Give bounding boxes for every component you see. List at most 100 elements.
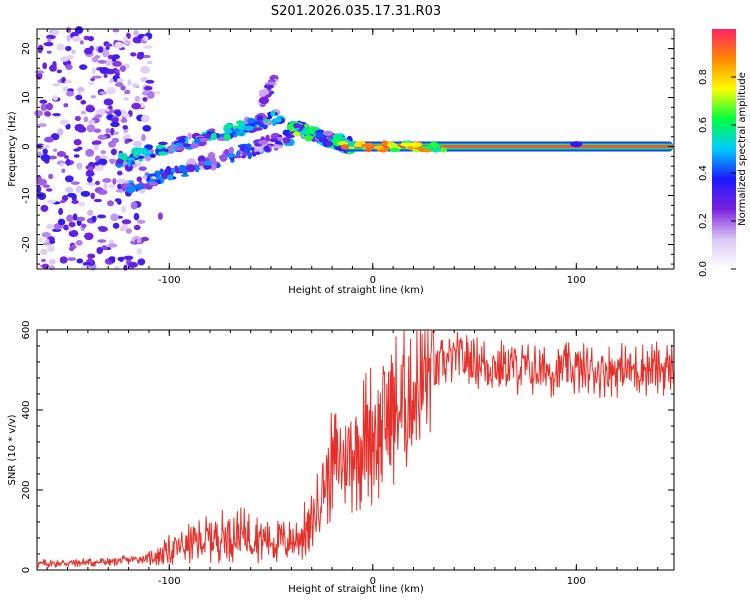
spectrogram-noise-cell: [80, 190, 91, 197]
spectrogram-noise-cell: [49, 239, 56, 245]
spectrogram-noise-cell: [94, 180, 101, 186]
spectrogram-noise-cell: [132, 140, 143, 147]
spectrogram-branch-cell: [232, 155, 242, 159]
spectrogram-branch-cell: [232, 132, 238, 138]
spectrogram-noise-cell: [102, 178, 112, 183]
spectrogram-noise-cell: [112, 177, 117, 185]
spectrogram-noise-cell: [66, 27, 72, 34]
spectrogram-noise-cell: [74, 123, 85, 131]
spectrogram-noise-cell: [94, 114, 103, 118]
spectrogram-branch-cell: [167, 174, 174, 181]
spectrogram-noise-cell: [117, 170, 123, 176]
spectrogram-branch-cell: [269, 138, 279, 143]
spectrogram-noise-cell: [100, 149, 107, 155]
spectrogram-noise-cell: [117, 183, 123, 190]
spectrogram-branch-cell: [170, 167, 176, 174]
spectrogram-ytick-label: -10: [21, 187, 32, 203]
spectrogram-cells: [34, 26, 673, 271]
spectrogram-noise-cell: [128, 261, 139, 268]
spectrogram-noise-cell: [93, 128, 102, 133]
spectrogram-xtick-label: 100: [567, 275, 586, 286]
spectrogram-noise-cell: [36, 174, 42, 182]
spectrogram-noise-cell: [66, 214, 74, 223]
spectrogram-noise-cell: [59, 119, 70, 126]
spectrogram-noise-cell: [134, 95, 141, 103]
spectrogram-noise-cell: [80, 99, 87, 105]
colorbar-gradient: [712, 29, 736, 269]
spectrogram-noise-cell: [99, 66, 110, 75]
spectrogram-noise-cell: [146, 60, 153, 65]
spectrogram-branch-cell: [255, 121, 262, 125]
spectrogram-noise-cell: [37, 49, 43, 54]
spectrogram-noise-cell: [157, 212, 163, 221]
snr-frame: [36, 329, 675, 571]
spectrogram-noise-cell: [116, 178, 126, 184]
spectrogram-noise-cell: [104, 43, 113, 47]
spectrogram-noise-cell: [61, 195, 69, 202]
spectrogram-noise-cell: [98, 158, 108, 165]
spectrogram-noise-cell: [101, 245, 108, 251]
spectrogram-branch-cell: [241, 154, 246, 159]
snr-ytick-label: 0: [21, 567, 32, 573]
chart-title: S201.2026.035.17.31.R03: [271, 4, 441, 19]
spectrogram-noise-cell: [91, 56, 99, 63]
spectrogram-branch-cell: [318, 137, 329, 143]
spectrogram-noise-cell: [140, 114, 150, 123]
spectrogram-noise-cell: [90, 77, 96, 82]
spectrogram-noise-cell: [70, 181, 80, 185]
spectrogram-noise-cell: [96, 247, 103, 254]
spectrogram-line-blob: [429, 141, 439, 148]
spectrogram-branch-cell: [305, 129, 316, 135]
spectrogram-noise-cell: [75, 185, 83, 194]
spectrogram-branch-cell: [323, 130, 334, 136]
spectrogram-noise-cell: [120, 118, 128, 124]
spectrogram-noise-cell: [115, 71, 120, 77]
spectrogram-branch-cell: [178, 164, 187, 171]
spectrogram-noise-cell: [76, 258, 84, 264]
spectrogram-line-blob: [424, 145, 433, 150]
spectrogram-branch-cell: [180, 173, 190, 177]
spectrogram-noise-cell: [136, 247, 143, 256]
spectrogram-noise-cell: [52, 113, 61, 117]
spectrogram-noise-cell: [57, 218, 66, 226]
spectrogram-noise-cell: [80, 110, 86, 115]
spectrogram-branch-cell: [304, 134, 313, 142]
spectrogram-noise-cell: [65, 123, 71, 130]
spectrogram-noise-cell: [42, 62, 48, 70]
spectrogram-noise-cell: [35, 70, 45, 74]
spectrogram-xtick-label: 0: [370, 275, 376, 286]
spectrogram-branch-cell: [276, 136, 284, 141]
spectrogram-noise-cell: [88, 81, 94, 86]
spectrogram-branch-cell: [203, 160, 212, 166]
spectrogram-noise-cell: [146, 90, 155, 99]
spectrogram-noise-cell: [46, 50, 52, 54]
spectrogram-noise-cell: [94, 143, 99, 151]
spectrogram-branch-cell: [190, 142, 199, 149]
spectrogram-noise-cell: [65, 64, 73, 70]
spectrogram-branch-cell: [194, 138, 201, 144]
snr-panel: -100 0 100 0 200 400 600 Height of straight li…: [7, 320, 675, 595]
spectrogram-branch-cell: [154, 170, 161, 179]
spectrogram-noise-cell: [131, 102, 141, 110]
spectrogram-branch-cell: [224, 128, 233, 134]
spectrogram-branch-cell: [315, 131, 324, 140]
spectrogram-noise-cell: [133, 30, 139, 36]
spectrogram-noise-cell: [60, 56, 69, 62]
spectrogram-noise-cell: [130, 52, 137, 57]
spectrogram-branch-cell: [224, 148, 230, 157]
spectrogram-noise-cell: [110, 213, 119, 222]
spectrogram-noise-cell: [130, 201, 138, 210]
spectrogram-noise-cell: [57, 128, 64, 136]
spectrogram-noise-cell: [106, 86, 117, 95]
spectrogram-noise-cell: [97, 226, 107, 230]
spectrogram-noise-cell: [81, 223, 87, 228]
spectrogram-branch-cell: [174, 146, 184, 151]
snr-xtick-label: 0: [370, 576, 376, 587]
spectrogram-noise-cell: [111, 137, 120, 144]
spectrogram-noise-cell: [122, 136, 127, 140]
spectrogram-line-blob: [361, 143, 372, 148]
spectrogram-branch-cell: [243, 147, 251, 154]
spectrogram-noise-cell: [59, 256, 68, 264]
spectrogram-noise-cell: [112, 29, 120, 33]
spectrogram-branch-cell: [292, 131, 301, 137]
